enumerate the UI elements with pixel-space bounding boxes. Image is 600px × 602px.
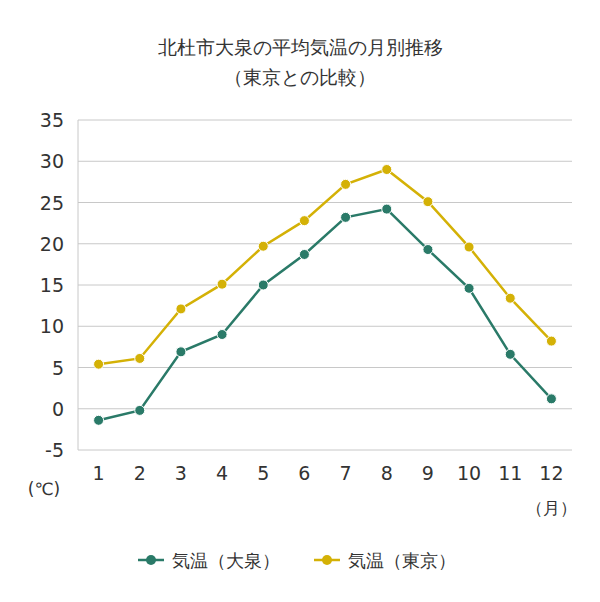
series-marker [217,279,227,289]
x-tick-label: 2 [134,462,146,484]
y-tick-label: 25 [40,192,64,214]
x-tick-label: 5 [257,462,269,484]
x-tick-label: 7 [340,462,352,484]
x-tick-label: 9 [422,462,434,484]
y-tick-label: 30 [40,150,64,172]
legend-marker [146,555,156,565]
series-marker [341,179,351,189]
series-marker [94,415,104,425]
chart-container: 北杜市大泉の平均気温の月別推移（東京との比較）-5051015202530351… [0,0,600,602]
series-marker [423,197,433,207]
series-marker [176,304,186,314]
y-tick-label: 0 [52,398,64,420]
series-marker [464,283,474,293]
grid-line [78,120,572,121]
grid-line [78,161,572,162]
grid-line [78,450,572,451]
series-marker [382,165,392,175]
x-axis-label: （月） [526,498,577,518]
x-tick-label: 11 [498,462,522,484]
y-axis-line [78,120,79,450]
legend: 気温（大泉） 気温（東京） [138,550,456,571]
x-tick-label: 8 [381,462,393,484]
y-tick-label: 35 [40,109,64,131]
series-marker [176,347,186,357]
grid-line [78,243,572,244]
x-tick-label: 10 [457,462,481,484]
series-marker [505,349,515,359]
series-marker [382,204,392,214]
chart-svg: 北杜市大泉の平均気温の月別推移（東京との比較）-5051015202530351… [0,0,600,602]
background [0,0,600,602]
series-marker [341,212,351,222]
x-tick-label: 6 [298,462,310,484]
grid-line [78,367,572,368]
series-marker [505,293,515,303]
series-marker [299,216,309,226]
legend-label: 気温（大泉） [172,550,280,571]
series-line [99,209,552,420]
series-marker [546,336,556,346]
series-marker [464,242,474,252]
series-marker [135,353,145,363]
x-tick-label: 1 [93,462,105,484]
y-tick-label: 10 [40,315,64,337]
legend-marker [322,555,332,565]
series-marker [423,245,433,255]
y-tick-label: 20 [40,233,64,255]
y-tick-label: -5 [45,439,64,461]
series-marker [258,241,268,251]
grid-line [78,326,572,327]
x-tick-label: 3 [175,462,187,484]
plot-area [94,165,557,426]
y-tick-label: 15 [40,274,64,296]
series-marker [299,249,309,259]
series-marker [94,359,104,369]
series-marker [135,405,145,415]
series-line [99,170,552,365]
y-tick-label: 5 [52,357,64,379]
series-marker [258,280,268,290]
x-tick-label: 4 [216,462,228,484]
title: 北杜市大泉の平均気温の月別推移 [158,36,443,58]
legend-label: 気温（東京） [348,550,456,571]
series-marker [546,394,556,404]
subtitle: （東京との比較） [224,66,376,88]
grid-line [78,408,572,409]
x-tick-label: 12 [539,462,563,484]
y-axis-label: (℃) [28,479,60,499]
series-marker [217,330,227,340]
